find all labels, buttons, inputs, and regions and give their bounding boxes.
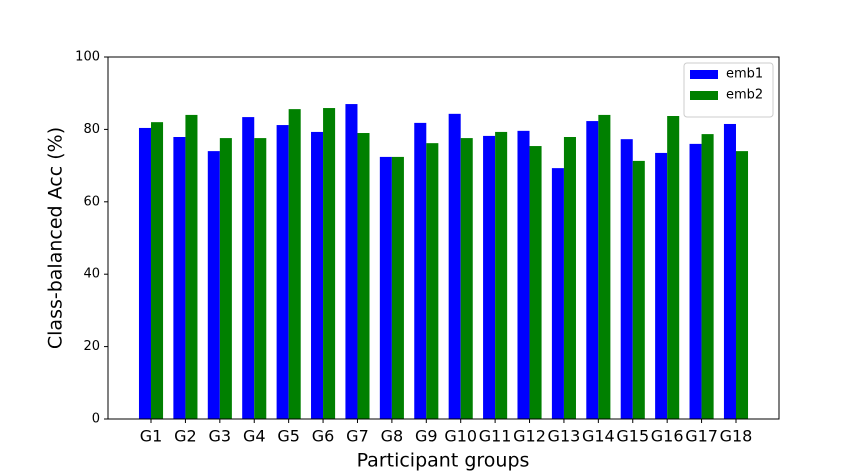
x-tick-label: G9 <box>415 427 438 446</box>
bar <box>219 138 232 419</box>
x-tick-label: G7 <box>346 427 369 446</box>
bar <box>173 137 186 419</box>
bar <box>151 122 164 419</box>
bar <box>598 114 611 420</box>
bar <box>586 121 599 419</box>
bar <box>254 138 267 419</box>
bar <box>185 114 198 420</box>
bar <box>276 125 289 419</box>
x-tick-label: G14 <box>582 427 615 446</box>
x-tick-label: G3 <box>209 427 232 446</box>
bar <box>701 134 714 419</box>
plot-frame <box>107 56 780 420</box>
bar <box>448 113 461 420</box>
legend-label: emb1 <box>726 67 763 82</box>
bar <box>288 109 301 420</box>
bar <box>138 127 152 420</box>
bar <box>207 151 220 419</box>
x-tick-label: G1 <box>140 427 163 446</box>
y-tick-label: 20 <box>83 339 100 354</box>
bar <box>517 130 530 419</box>
bar <box>735 151 749 419</box>
bar <box>655 152 668 419</box>
y-tick-label: 100 <box>75 50 100 65</box>
bar <box>667 116 680 420</box>
x-tick-label: G11 <box>479 427 512 446</box>
y-tick-label: 0 <box>92 412 100 427</box>
x-tick-label: G16 <box>651 427 684 446</box>
bar <box>379 156 392 420</box>
bar <box>632 160 645 420</box>
y-tick-label: 80 <box>83 122 100 137</box>
x-tick-label: G2 <box>174 427 197 446</box>
x-tick-label: G5 <box>277 427 300 446</box>
bar <box>723 123 736 419</box>
x-axis-label: Participant groups <box>357 450 530 471</box>
x-tick-label: G8 <box>381 427 404 446</box>
legend-swatch <box>690 91 718 100</box>
bar <box>311 131 324 419</box>
bar <box>483 135 496 419</box>
bar <box>689 143 702 419</box>
bar <box>495 131 508 419</box>
x-tick-label: G4 <box>243 427 266 446</box>
x-tick-label: G13 <box>548 427 581 446</box>
bar <box>242 117 255 419</box>
bar <box>563 137 576 419</box>
y-tick-label: 40 <box>83 267 100 282</box>
y-tick-label: 60 <box>83 194 100 209</box>
bar <box>551 168 564 419</box>
bar <box>357 133 370 419</box>
x-tick-label: G18 <box>720 427 753 446</box>
legend-swatch <box>690 70 718 79</box>
legend-label: emb2 <box>726 88 763 103</box>
bar <box>345 104 358 419</box>
y-axis-label: Class-balanced Acc (%) <box>45 127 67 349</box>
bar <box>391 156 404 420</box>
x-tick-label: G6 <box>312 427 335 446</box>
bar <box>426 143 439 419</box>
x-tick-label: G17 <box>685 427 718 446</box>
bar <box>620 139 633 419</box>
bar <box>529 146 542 419</box>
x-tick-label: G12 <box>513 427 546 446</box>
bar <box>414 122 427 419</box>
x-tick-label: G10 <box>444 427 477 446</box>
bar <box>323 108 336 420</box>
bar <box>460 138 473 419</box>
x-tick-label: G15 <box>616 427 649 446</box>
